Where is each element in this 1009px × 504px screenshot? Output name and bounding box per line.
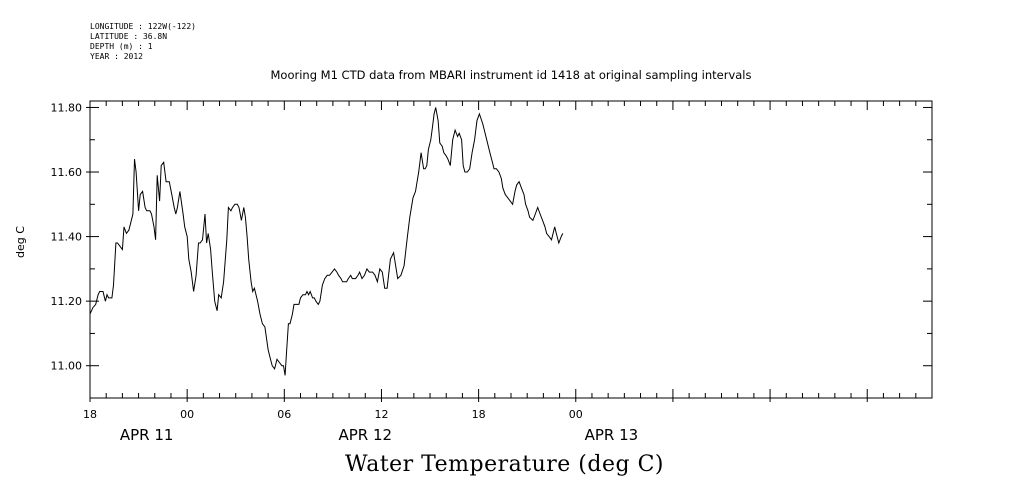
date-label: APR 13 [585,426,639,444]
date-label: APR 12 [338,426,392,444]
x-tick-label: 00 [569,408,583,421]
y-tick-label: 11.60 [51,166,83,179]
x-tick-label: 18 [83,408,97,421]
metadata-block: LONGITUDE : 122W(-122) LATITUDE : 36.8N … [90,22,196,62]
y-tick-label: 11.80 [51,101,83,114]
series-line [89,107,564,376]
x-tick-label: 12 [374,408,388,421]
y-tick-label: 11.40 [51,231,83,244]
depth-text: DEPTH (m) : 1 [90,42,153,51]
plot-frame [89,100,933,399]
x-tick-label: 18 [472,408,486,421]
date-label: APR 11 [120,426,174,444]
x-tick-label: 00 [180,408,194,421]
year-text: YEAR : 2012 [90,52,143,61]
y-tick-label: 11.00 [51,360,83,373]
latitude-text: LATITUDE : 36.8N [90,32,168,41]
longitude-text: LONGITUDE : 122W(-122) [90,22,196,31]
x-tick-label: 06 [277,408,291,421]
x-axis-title: Water Temperature (deg C) [345,452,664,477]
y-tick-label: 11.20 [51,295,83,308]
chart-title: Mooring M1 CTD data from MBARI instrumen… [270,68,752,82]
